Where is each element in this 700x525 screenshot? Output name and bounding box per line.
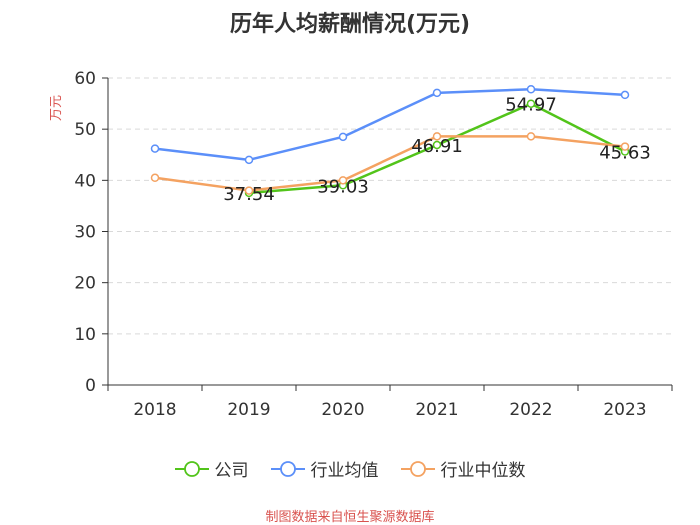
legend-line-icon	[270, 460, 305, 477]
legend: 公司 行业均值 行业中位数	[0, 456, 700, 481]
y-tick-label: 50	[74, 120, 96, 140]
y-axis-label: 万元	[49, 95, 64, 121]
data-label: 39.03	[317, 176, 369, 197]
series-line	[154, 88, 626, 162]
x-tick-label: 2022	[509, 400, 552, 420]
legend-label: 行业均值	[310, 461, 379, 481]
data-point	[526, 99, 536, 108]
legend-item[interactable]: 公司	[174, 456, 249, 481]
chart-title: 历年人均薪酬情况(万元)	[229, 12, 471, 37]
data-point	[432, 88, 442, 98]
data-point	[244, 186, 254, 195]
y-tick-label: 20	[74, 274, 96, 294]
x-tick-label: 2019	[227, 400, 270, 420]
data-point	[244, 155, 254, 165]
x-tick-label: 2018	[133, 400, 176, 420]
legend-item[interactable]: 行业中位数	[400, 456, 526, 481]
data-point	[150, 144, 160, 153]
data-point	[620, 142, 630, 151]
data-label: 45.63	[599, 143, 651, 164]
data-point	[620, 90, 630, 100]
data-label: 54.97	[505, 95, 557, 116]
legend-line-icon	[400, 460, 435, 477]
data-label: 46.91	[411, 136, 463, 157]
x-tick-label: 2023	[603, 400, 646, 420]
data-point	[338, 132, 348, 142]
data-point	[526, 85, 536, 94]
data-point	[338, 176, 348, 185]
y-tick-label: 40	[74, 171, 96, 191]
data-point	[150, 173, 160, 183]
data-label: 37.54	[223, 184, 275, 205]
x-tick-label: 2020	[321, 400, 364, 420]
legend-label: 公司	[214, 461, 249, 481]
data-point	[526, 132, 536, 141]
y-tick-label: 10	[74, 325, 96, 345]
source-note: 制图数据来自恒生聚源数据库	[265, 510, 435, 525]
series-line	[154, 135, 626, 192]
x-tick-label: 2021	[415, 400, 458, 420]
legend-line-icon	[174, 460, 209, 477]
y-tick-label: 30	[74, 223, 96, 243]
legend-label: 行业中位数	[440, 461, 526, 481]
y-tick-label: 0	[85, 376, 96, 396]
data-point	[432, 132, 442, 141]
data-point	[432, 140, 442, 150]
legend-item[interactable]: 行业均值	[270, 456, 379, 481]
y-tick-label: 60	[74, 69, 96, 89]
